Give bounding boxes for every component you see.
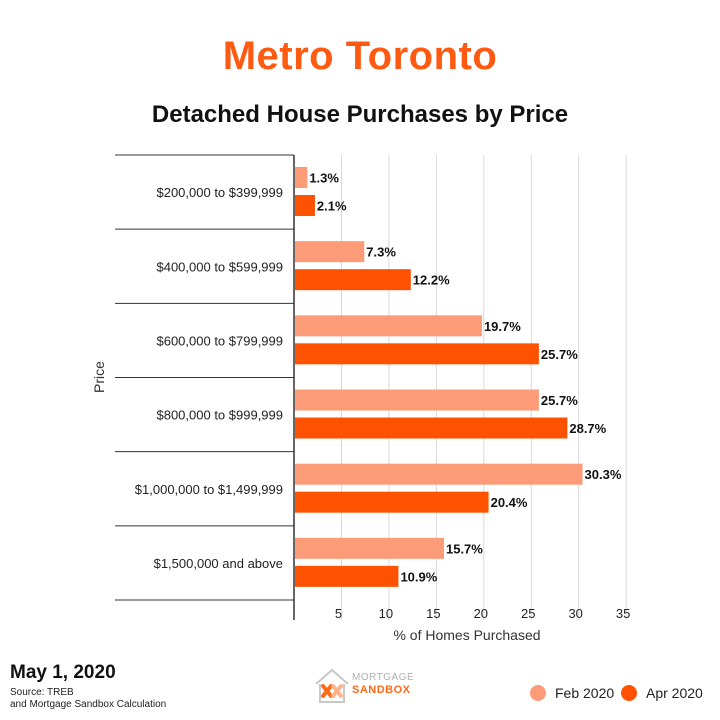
source-line-2: and Mortgage Sandbox Calculation bbox=[10, 699, 167, 710]
data-label: 25.7% bbox=[541, 347, 578, 362]
bar-feb bbox=[295, 315, 482, 337]
category-label: $1,000,000 to $1,499,999 bbox=[135, 482, 283, 497]
bar-feb bbox=[295, 389, 539, 411]
category-label: $600,000 to $799,999 bbox=[156, 333, 283, 348]
category-label: $400,000 to $599,999 bbox=[156, 259, 283, 274]
y-axis-label: Price bbox=[91, 361, 107, 393]
data-label: 19.7% bbox=[484, 319, 521, 334]
x-axis-label: % of Homes Purchased bbox=[393, 627, 540, 643]
bar-feb bbox=[295, 463, 583, 485]
legend-swatch-apr bbox=[621, 685, 637, 701]
x-tick-label: 35 bbox=[616, 606, 630, 621]
bar-feb bbox=[295, 167, 308, 188]
data-label: 2.1% bbox=[317, 199, 347, 214]
chart-title: Metro Toronto bbox=[222, 34, 498, 78]
legend-item-apr-2020: Apr 2020 bbox=[621, 683, 703, 703]
legend-label-feb: Feb 2020 bbox=[555, 685, 615, 701]
bar-apr bbox=[295, 491, 489, 513]
source-line-1: Source: TREB bbox=[10, 687, 74, 698]
logo-text-top: MORTGAGE bbox=[352, 672, 415, 683]
source-note: Source: TREB and Mortgage Sandbox Calcul… bbox=[10, 687, 166, 711]
publish-date: May 1, 2020 bbox=[10, 662, 116, 683]
category-label: $800,000 to $999,999 bbox=[156, 408, 283, 423]
logo-text-bottom: SANDBOX bbox=[352, 684, 411, 696]
bar-apr bbox=[295, 195, 315, 216]
data-label: 7.3% bbox=[366, 245, 396, 260]
chart-subtitle: Detached House Purchases by Price bbox=[151, 101, 569, 128]
data-label: 10.9% bbox=[400, 569, 437, 584]
bar-feb bbox=[295, 537, 444, 559]
mortgage-sandbox-logo: MORTGAGE SANDBOX bbox=[312, 664, 422, 708]
legend-swatch-feb bbox=[530, 685, 546, 701]
x-tick-label: 30 bbox=[568, 606, 582, 621]
data-label: 12.2% bbox=[413, 273, 450, 288]
x-tick-label: 15 bbox=[426, 606, 440, 621]
x-tick-label: 25 bbox=[521, 606, 535, 621]
bar-apr bbox=[295, 417, 568, 439]
bar-apr bbox=[295, 343, 539, 365]
x-tick-label: 10 bbox=[379, 606, 393, 621]
legend-item-feb-2020: Feb 2020 bbox=[530, 683, 614, 703]
bar-apr bbox=[295, 565, 399, 587]
data-label: 15.7% bbox=[446, 541, 483, 556]
data-label: 28.7% bbox=[569, 421, 606, 436]
data-label: 20.4% bbox=[491, 495, 528, 510]
bar-feb bbox=[295, 241, 365, 263]
data-label: 25.7% bbox=[541, 393, 578, 408]
x-tick-label: 5 bbox=[335, 606, 342, 621]
category-label: $1,500,000 and above bbox=[154, 556, 283, 571]
legend-label-apr: Apr 2020 bbox=[646, 685, 703, 701]
x-tick-label: 20 bbox=[474, 606, 488, 621]
data-label: 30.3% bbox=[585, 467, 622, 482]
bar-apr bbox=[295, 269, 411, 291]
category-label: $200,000 to $399,999 bbox=[156, 185, 283, 200]
house-logo-icon bbox=[315, 668, 349, 703]
data-label: 1.3% bbox=[309, 171, 339, 186]
